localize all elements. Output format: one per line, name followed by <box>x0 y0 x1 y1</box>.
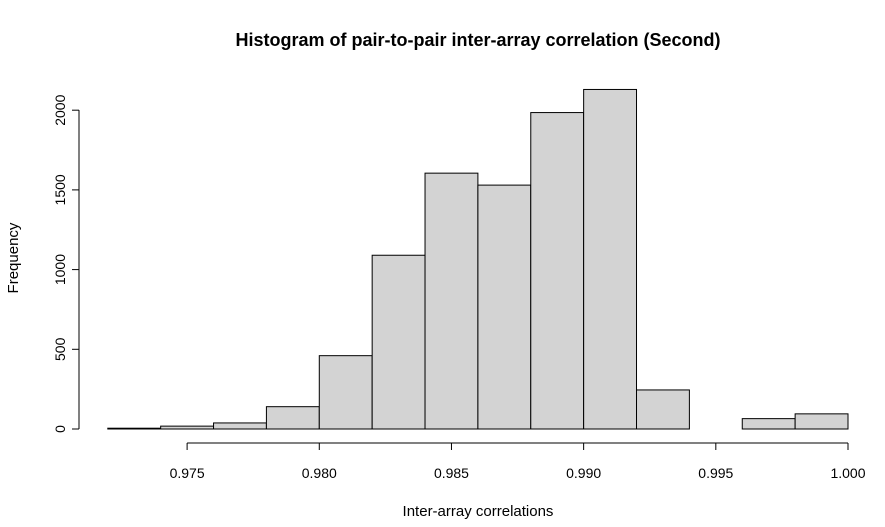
y-tick-label: 500 <box>52 337 68 361</box>
histogram-bar-4 <box>265 406 320 430</box>
x-tick-label: 0.980 <box>302 465 337 481</box>
chart-title: Histogram of pair-to-pair inter-array co… <box>235 30 720 50</box>
x-tick-label: 0.985 <box>434 465 469 481</box>
x-tick-label: 0.975 <box>170 465 205 481</box>
x-axis-label: Inter-array correlations <box>403 503 554 520</box>
y-axis: 0 500 1000 1500 2000 <box>52 94 80 433</box>
y-axis-label: Frequency <box>5 222 22 293</box>
histogram-bar-7 <box>424 172 479 430</box>
y-tick-label: 0 <box>52 425 68 433</box>
histogram-bar-3 <box>213 422 267 430</box>
histogram-bar-6 <box>371 254 426 430</box>
histogram-bar-8 <box>477 184 532 430</box>
histogram-bar-5 <box>318 355 373 430</box>
bars-group <box>107 88 849 430</box>
x-tick-label: 0.990 <box>566 465 601 481</box>
y-tick-label: 1000 <box>52 254 68 285</box>
histogram-bar-11 <box>636 389 690 430</box>
histogram-bar-13 <box>741 418 796 430</box>
histogram-bar-1 <box>107 427 162 430</box>
histogram-bar-14 <box>794 413 849 430</box>
x-tick-label: 1.000 <box>830 465 865 481</box>
histogram-bar-2 <box>160 425 215 430</box>
x-axis: 0.975 0.980 0.985 0.990 0.995 1.000 <box>170 442 866 481</box>
histogram-bar-9 <box>530 112 585 430</box>
y-tick-label: 2000 <box>52 94 68 125</box>
y-tick-label: 1500 <box>52 174 68 205</box>
x-tick-label: 0.995 <box>698 465 733 481</box>
histogram-bar-10 <box>583 88 638 430</box>
